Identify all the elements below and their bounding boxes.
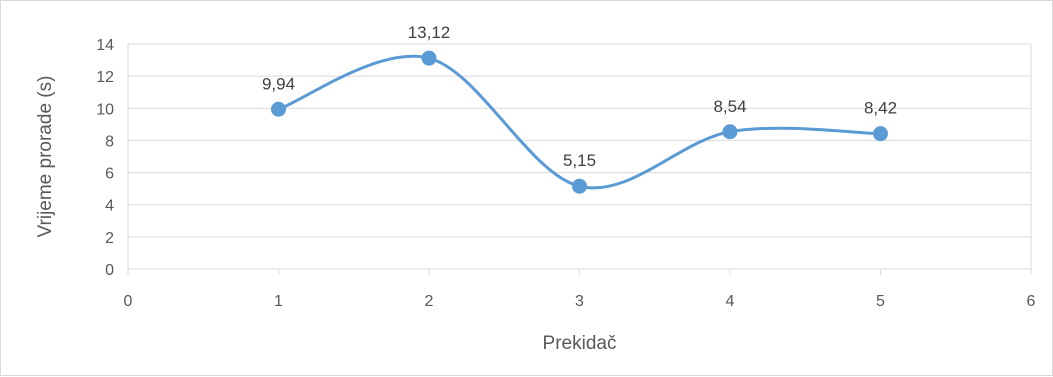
x-tick-label: 2: [425, 293, 434, 310]
data-point: [722, 124, 738, 140]
data-label: 8,42: [864, 99, 897, 118]
data-label: 9,94: [262, 74, 295, 93]
y-tick-label: 6: [105, 166, 114, 183]
x-tick-label: 6: [1027, 293, 1036, 310]
data-point: [421, 50, 437, 66]
x-axis-title: Prekidač: [543, 333, 617, 354]
x-tick-label: 5: [876, 293, 885, 310]
data-label: 13,12: [408, 23, 451, 42]
x-tick-label: 4: [726, 293, 735, 310]
y-axis-title: Vrijeme prorade (s): [35, 76, 56, 238]
x-tick-label: 0: [124, 293, 133, 310]
x-tick-label: 3: [575, 293, 584, 310]
y-tick-label: 4: [105, 198, 114, 215]
x-tick-label: 1: [274, 293, 283, 310]
series: [271, 50, 888, 194]
y-tick-label: 14: [96, 37, 114, 54]
data-point: [572, 178, 587, 194]
data-label: 5,15: [563, 151, 596, 170]
data-labels: 9,94 13,12 5,15 8,54 8,42: [262, 23, 897, 170]
data-point: [873, 126, 888, 142]
y-tick-label: 2: [105, 230, 114, 247]
y-tick-label: 8: [105, 133, 114, 150]
data-point: [271, 101, 286, 117]
data-label: 8,54: [713, 97, 746, 116]
y-tick-label: 0: [105, 262, 114, 279]
y-tick-label: 12: [96, 69, 114, 86]
y-tick-label: 10: [96, 101, 114, 118]
